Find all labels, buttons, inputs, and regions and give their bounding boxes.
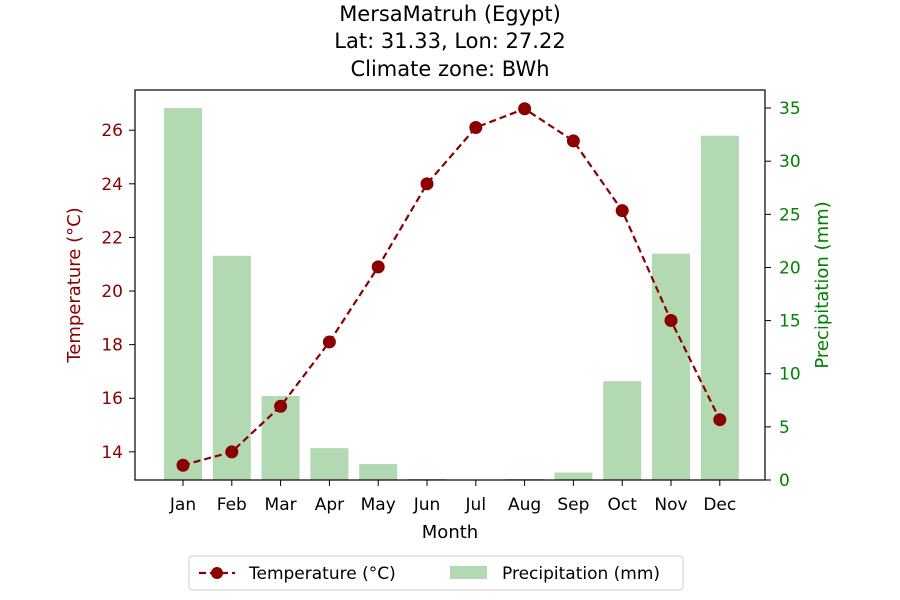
- precipitation-bars: [164, 108, 739, 480]
- right-tick-label: 30: [779, 152, 801, 172]
- precipitation-bar-feb: [212, 255, 251, 480]
- x-tick-label-mar: Mar: [265, 495, 297, 515]
- temperature-point-mar: [274, 399, 288, 413]
- left-tick-label: 18: [101, 336, 123, 356]
- left-tick-label: 20: [101, 282, 123, 302]
- precipitation-bar-jan: [164, 108, 202, 480]
- x-tick-label-apr: Apr: [315, 495, 344, 515]
- x-tick-label-jan: Jan: [169, 495, 196, 515]
- precipitation-bar-nov: [652, 253, 690, 480]
- x-axis-label: Month: [422, 522, 478, 543]
- temperature-point-nov: [664, 314, 678, 328]
- right-tick-label: 5: [779, 418, 790, 438]
- right-axis-label: Precipitation (mm): [812, 201, 833, 368]
- x-tick-label-dec: Dec: [703, 495, 736, 515]
- left-axis-label: Temperature (°C): [64, 207, 85, 363]
- x-tick-label-sep: Sep: [557, 495, 589, 515]
- temperature-line: [176, 102, 727, 472]
- temperature-point-dec: [713, 413, 727, 427]
- legend-precipitation-label: Precipitation (mm): [502, 564, 660, 584]
- legend-temperature-swatch-marker: [211, 567, 223, 579]
- legend-temperature-label: Temperature (°C): [248, 564, 396, 584]
- temperature-point-jun: [420, 177, 434, 191]
- right-tick-label: 15: [779, 312, 801, 332]
- left-tick-label: 14: [101, 443, 123, 463]
- right-axis-ticks: 0 5 10 15 20 25 30 35: [765, 99, 801, 491]
- temperature-point-feb: [225, 445, 239, 459]
- precipitation-bar-oct: [603, 381, 642, 480]
- x-tick-label-aug: Aug: [508, 495, 541, 515]
- precipitation-bar-dec: [700, 135, 739, 480]
- left-tick-label: 22: [101, 228, 123, 248]
- precipitation-bar-apr: [310, 448, 349, 480]
- x-tick-label-jun: Jun: [413, 495, 441, 515]
- x-tick-label-oct: Oct: [607, 495, 637, 515]
- plot-frame: [134, 89, 766, 481]
- x-tick-label-nov: Nov: [654, 495, 687, 515]
- right-tick-label: 10: [779, 365, 801, 385]
- right-tick-label: 25: [779, 205, 801, 225]
- legend-precipitation-swatch: [450, 566, 487, 579]
- temperature-point-sep: [566, 134, 580, 148]
- x-tick-label-jul: Jul: [465, 495, 487, 515]
- temperature-point-jul: [469, 121, 483, 135]
- right-tick-label: 0: [779, 471, 790, 491]
- legend: Temperature (°C) Precipitation (mm): [188, 555, 684, 591]
- temperature-point-jan: [176, 458, 190, 472]
- temperature-point-may: [371, 260, 385, 274]
- chart-title-line-1: MersaMatruh (Egypt): [339, 2, 561, 26]
- temperature-point-apr: [322, 335, 336, 349]
- right-tick-label: 35: [779, 99, 801, 119]
- legend-box: [188, 555, 684, 591]
- left-axis-ticks: 14 16 18 20 22 24 26: [101, 121, 135, 463]
- x-tick-label-may: May: [361, 495, 396, 515]
- x-axis-ticks: Jan Feb Mar Apr May Jun Jul Aug Sep Oct Nov Dec: [169, 480, 736, 515]
- temperature-line-path: [182, 107, 721, 467]
- temperature-point-aug: [518, 102, 532, 116]
- chart-title-line-2: Lat: 31.33, Lon: 27.22: [334, 29, 565, 53]
- left-tick-label: 26: [101, 121, 123, 141]
- x-tick-label-feb: Feb: [217, 495, 247, 515]
- right-tick-label: 20: [779, 258, 801, 278]
- left-tick-label: 16: [101, 389, 123, 409]
- precipitation-bar-sep: [554, 472, 593, 480]
- temperature-point-oct: [615, 204, 629, 218]
- left-tick-label: 24: [101, 175, 123, 195]
- chart-title-line-3: Climate zone: BWh: [350, 57, 549, 81]
- precipitation-bar-may: [359, 464, 398, 480]
